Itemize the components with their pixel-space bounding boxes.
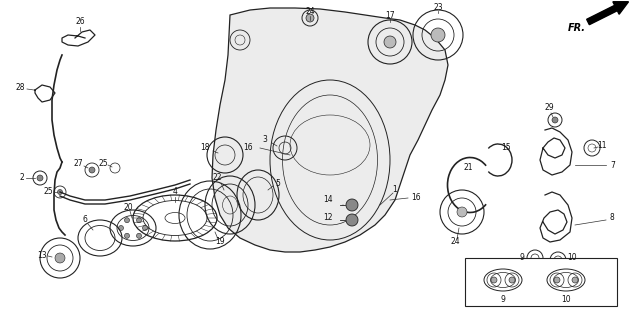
Text: 19: 19 [215,238,225,247]
Circle shape [491,277,497,283]
Text: 23: 23 [433,3,443,12]
Text: 16: 16 [411,193,421,202]
Text: 28: 28 [15,83,25,92]
Text: 18: 18 [200,143,210,152]
Text: 9: 9 [500,295,506,304]
Bar [465,258,617,306]
Text: 4: 4 [173,188,177,197]
Text: 11: 11 [597,141,607,150]
FancyArrow shape [587,2,628,25]
Text: 24: 24 [305,7,315,16]
Text: 16: 16 [243,143,253,152]
Circle shape [89,167,95,173]
Circle shape [125,218,129,223]
Circle shape [143,225,147,230]
Text: 8: 8 [610,213,614,222]
Text: 2: 2 [20,174,24,183]
Text: 5: 5 [276,179,280,188]
Text: 3: 3 [262,136,268,145]
Text: 25: 25 [98,159,108,168]
Circle shape [346,214,358,226]
Circle shape [55,253,65,263]
Text: 21: 21 [463,164,473,173]
Text: 24: 24 [450,238,460,247]
Text: 9: 9 [520,253,524,262]
Text: 27: 27 [73,159,83,168]
Text: 22: 22 [212,174,221,183]
Circle shape [58,189,63,194]
Text: 6: 6 [83,216,88,225]
Circle shape [554,277,560,283]
Text: 26: 26 [75,17,85,26]
Text: 15: 15 [501,143,511,152]
Text: 7: 7 [611,160,616,169]
Text: FR.: FR. [568,23,586,33]
Circle shape [125,233,129,238]
Circle shape [509,277,515,283]
Circle shape [457,207,467,217]
Circle shape [136,218,141,223]
Text: 20: 20 [123,202,133,211]
Text: 14: 14 [323,196,333,205]
Circle shape [118,225,124,230]
Text: 10: 10 [561,295,571,304]
Circle shape [37,175,43,181]
Circle shape [552,117,558,123]
Circle shape [572,277,578,283]
Circle shape [431,28,445,42]
Polygon shape [212,8,448,252]
Circle shape [384,36,396,48]
Text: 17: 17 [385,11,395,20]
Circle shape [136,233,141,238]
Text: 25: 25 [43,188,53,197]
Text: 29: 29 [544,104,554,113]
Circle shape [306,14,314,22]
Text: 10: 10 [567,253,577,262]
Text: 1: 1 [392,185,397,194]
Circle shape [346,199,358,211]
Text: 13: 13 [37,250,47,259]
Text: 12: 12 [323,213,333,222]
